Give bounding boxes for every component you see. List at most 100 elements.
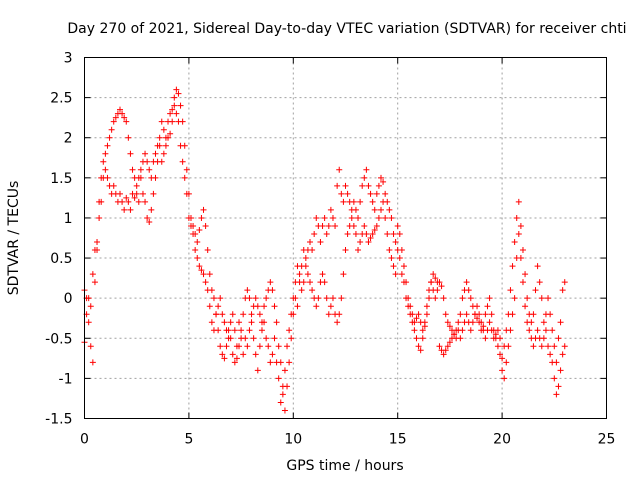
data-point xyxy=(442,347,449,354)
data-point xyxy=(110,182,117,189)
y-tick-label: 1.5 xyxy=(50,171,72,187)
data-point xyxy=(89,359,96,366)
data-point xyxy=(400,263,407,270)
data-point xyxy=(304,271,311,278)
data-point xyxy=(407,311,414,318)
data-point xyxy=(248,319,255,326)
data-point xyxy=(217,343,224,350)
data-point xyxy=(344,230,351,237)
data-point xyxy=(131,194,138,201)
data-point xyxy=(446,339,453,346)
data-point xyxy=(338,295,345,302)
data-point xyxy=(430,271,437,278)
data-point xyxy=(551,375,558,382)
data-point xyxy=(127,206,134,213)
data-point xyxy=(108,126,115,133)
data-point xyxy=(396,255,403,262)
data-point xyxy=(307,239,314,246)
data-point xyxy=(522,303,529,310)
data-point xyxy=(137,166,144,173)
data-point xyxy=(286,359,293,366)
data-point xyxy=(229,311,236,318)
data-point xyxy=(277,399,284,406)
data-point xyxy=(340,271,347,278)
data-point xyxy=(513,214,520,221)
data-point xyxy=(338,190,345,197)
data-point xyxy=(336,311,343,318)
data-point xyxy=(162,134,169,141)
data-point xyxy=(185,190,192,197)
data-point xyxy=(307,279,314,286)
data-point xyxy=(148,206,155,213)
data-point xyxy=(557,367,564,374)
data-point xyxy=(298,287,305,294)
data-point xyxy=(298,263,305,270)
data-point xyxy=(442,311,449,318)
data-point xyxy=(206,271,213,278)
data-point xyxy=(392,239,399,246)
data-point xyxy=(146,218,153,225)
data-point xyxy=(434,279,441,286)
data-point xyxy=(509,263,516,270)
data-point xyxy=(386,206,393,213)
data-point xyxy=(457,335,464,342)
data-point xyxy=(119,110,126,117)
data-point xyxy=(499,367,506,374)
data-point xyxy=(192,247,199,254)
data-point xyxy=(116,190,123,197)
data-point xyxy=(194,255,201,262)
data-point xyxy=(371,206,378,213)
data-point xyxy=(231,327,238,334)
data-point xyxy=(258,327,265,334)
data-point xyxy=(323,230,330,237)
data-point xyxy=(332,222,339,229)
data-point xyxy=(329,295,336,302)
y-tick-label: -0.5 xyxy=(45,331,72,347)
data-point xyxy=(225,327,232,334)
data-point xyxy=(515,198,522,205)
data-point xyxy=(263,295,270,302)
data-point xyxy=(179,118,186,125)
data-point xyxy=(240,311,247,318)
data-point xyxy=(271,303,278,310)
data-point xyxy=(85,319,92,326)
data-point xyxy=(403,295,410,302)
y-tick-label: 0.5 xyxy=(50,251,72,267)
data-point xyxy=(179,158,186,165)
data-point xyxy=(478,319,485,326)
data-point xyxy=(503,359,510,366)
data-point xyxy=(380,198,387,205)
data-point xyxy=(497,351,504,358)
data-point xyxy=(526,327,533,334)
data-point xyxy=(438,283,445,290)
data-point xyxy=(87,303,94,310)
data-point xyxy=(388,214,395,221)
data-point xyxy=(375,182,382,189)
data-point xyxy=(290,311,297,318)
data-point xyxy=(488,311,495,318)
data-point xyxy=(459,327,466,334)
x-tick-label: 5 xyxy=(184,432,193,448)
data-point xyxy=(373,222,380,229)
data-point xyxy=(419,335,426,342)
data-point xyxy=(405,303,412,310)
data-point xyxy=(350,222,357,229)
data-point xyxy=(388,255,395,262)
data-point xyxy=(534,327,541,334)
data-point xyxy=(327,303,334,310)
data-point xyxy=(167,110,174,117)
data-point xyxy=(559,287,566,294)
data-point xyxy=(555,383,562,390)
data-point xyxy=(162,142,169,149)
data-point xyxy=(344,190,351,197)
data-point xyxy=(325,222,332,229)
data-point xyxy=(507,287,514,294)
data-point xyxy=(499,355,506,362)
data-point xyxy=(294,303,301,310)
data-point xyxy=(204,247,211,254)
data-point xyxy=(507,327,514,334)
data-point xyxy=(302,255,309,262)
data-point xyxy=(380,178,387,185)
data-point xyxy=(254,303,261,310)
data-point xyxy=(411,327,418,334)
